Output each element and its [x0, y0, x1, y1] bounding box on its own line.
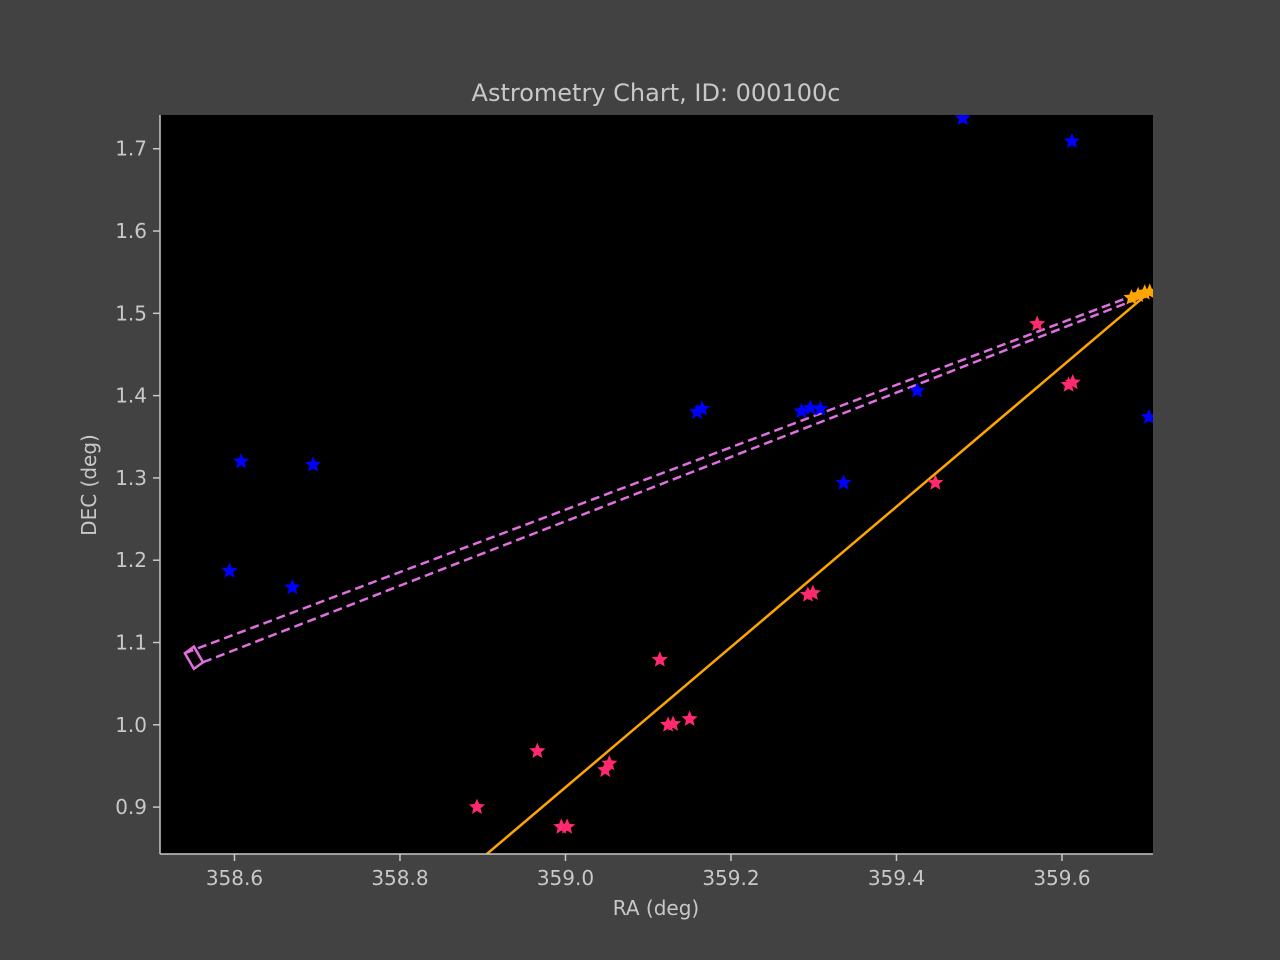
star-point: [1130, 286, 1147, 303]
star-point: [651, 651, 668, 667]
plot-marks: [183, 115, 1153, 854]
x-tick-label: 358.6: [206, 866, 263, 890]
y-tick-label: 1.1: [115, 631, 147, 655]
star-point: [305, 456, 322, 472]
star-point: [802, 399, 819, 415]
star-point: [233, 452, 250, 469]
chart-title: Astrometry Chart, ID: 000100c: [472, 79, 841, 107]
star-point: [221, 562, 238, 578]
star-point: [1060, 376, 1077, 392]
y-axis-label: DEC (deg): [77, 434, 101, 536]
star-point: [559, 818, 576, 834]
star-point: [1140, 408, 1153, 424]
star-point: [954, 115, 971, 126]
star-point: [804, 584, 821, 600]
x-tick-label: 359.4: [868, 866, 925, 890]
star-point: [1029, 315, 1046, 331]
star-point: [284, 578, 301, 595]
star-point: [927, 474, 944, 490]
x-axis-label: RA (deg): [613, 896, 699, 920]
x-tick-label: 359.6: [1033, 866, 1090, 890]
star-point: [693, 400, 711, 416]
y-tick-label: 1.0: [115, 713, 147, 737]
orange-fit-line: [486, 290, 1151, 854]
star-point: [688, 403, 706, 419]
y-tick-label: 0.9: [115, 795, 147, 819]
star-point: [1064, 373, 1081, 390]
plot-background: [160, 115, 1153, 854]
y-tick-label: 1.5: [115, 301, 147, 325]
y-tick-label: 1.3: [115, 466, 147, 490]
axes: 358.6 358.8 359.0 359.2 359.4 359.6 0.9 1.0 1.1 1…: [115, 115, 1153, 890]
star-point: [1141, 283, 1153, 299]
x-tick-label: 358.8: [371, 866, 428, 890]
star-point: [468, 798, 486, 814]
star-point: [799, 586, 817, 602]
x-tick-label: 359.0: [537, 866, 594, 890]
star-point: [1123, 289, 1140, 305]
star-point: [601, 754, 618, 771]
y-tick-label: 1.2: [115, 548, 147, 572]
star-point: [793, 402, 810, 419]
y-tick-label: 1.4: [115, 384, 147, 408]
star-point: [835, 474, 852, 490]
y-tick-label: 1.6: [115, 219, 147, 243]
star-point: [1063, 132, 1080, 149]
star-point: [529, 742, 546, 759]
dashed-trail-line: [202, 294, 1146, 664]
y-tick-label: 1.7: [115, 137, 147, 161]
star-point: [664, 715, 682, 731]
star-point: [681, 710, 698, 726]
x-tick-label: 359.2: [702, 866, 759, 890]
star-point: [909, 382, 926, 398]
dashed-trail-line: [184, 293, 1137, 655]
star-point: [812, 400, 829, 416]
